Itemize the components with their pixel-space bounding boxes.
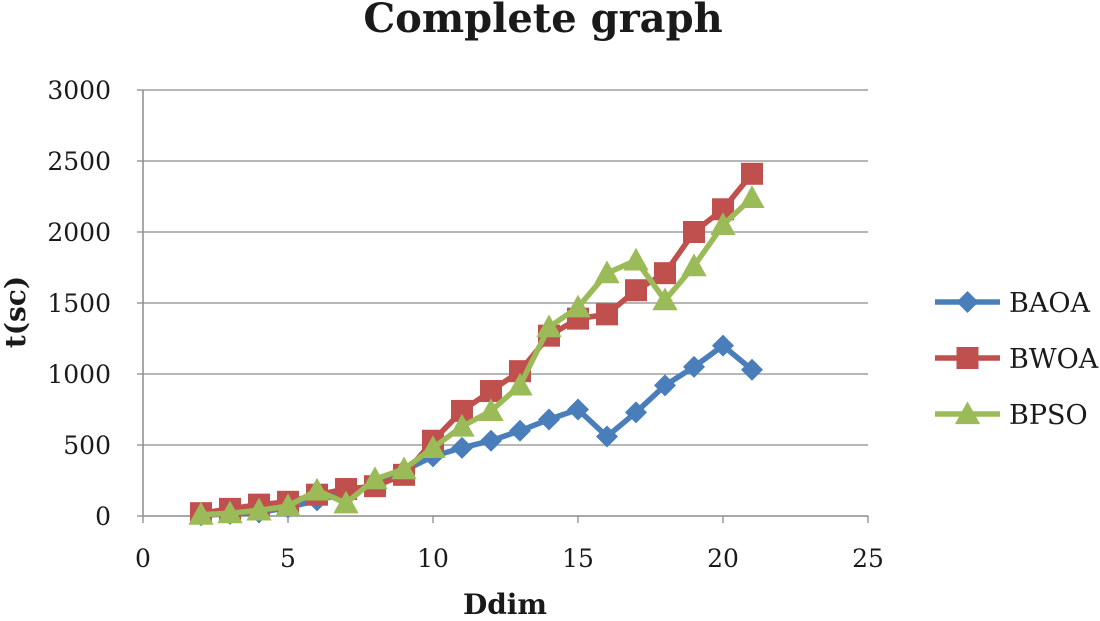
data-point-bpso bbox=[594, 260, 620, 284]
legend: BAOA BWOA BPSO bbox=[935, 288, 1099, 431]
data-point-baoa bbox=[596, 425, 618, 448]
data-point-bwoa bbox=[480, 380, 502, 403]
data-point-bpso bbox=[652, 287, 678, 311]
legend-marker-bpso bbox=[954, 401, 981, 425]
data-point-bpso bbox=[275, 493, 301, 517]
data-point-bwoa bbox=[683, 221, 705, 243]
data-point-bpso bbox=[391, 456, 417, 480]
data-point-bpso bbox=[565, 294, 591, 318]
series-line-bpso bbox=[200, 195, 754, 518]
x-tick-label: 10 bbox=[417, 544, 449, 573]
data-point-baoa bbox=[567, 398, 589, 421]
data-point-baoa bbox=[654, 374, 676, 397]
series-baoa bbox=[190, 334, 763, 527]
y-tick-label: 500 bbox=[63, 431, 111, 460]
legend-item-bwoa: BWOA bbox=[935, 344, 1099, 375]
x-axis-title: Ddim bbox=[463, 588, 547, 616]
data-point-bpso bbox=[449, 413, 475, 437]
data-point-bpso bbox=[681, 253, 707, 277]
data-point-bpso bbox=[362, 466, 388, 490]
data-point-bpso bbox=[623, 247, 649, 271]
y-tick-label: 1500 bbox=[47, 289, 111, 318]
data-point-bpso bbox=[739, 185, 765, 209]
data-point-baoa bbox=[538, 408, 560, 431]
data-point-bpso bbox=[420, 435, 446, 458]
data-point-baoa bbox=[712, 334, 734, 357]
x-tick-label: 15 bbox=[562, 544, 594, 573]
x-tick-label: 20 bbox=[707, 544, 739, 573]
data-point-bwoa bbox=[625, 279, 647, 302]
data-point-bpso bbox=[217, 500, 243, 524]
series-group bbox=[188, 162, 765, 527]
data-point-bwoa bbox=[451, 399, 473, 422]
data-point-bwoa bbox=[741, 162, 763, 185]
legend-marker-bwoa bbox=[956, 347, 979, 369]
data-point-bpso bbox=[188, 501, 214, 525]
chart-title: Complete graph bbox=[363, 0, 722, 42]
data-point-bpso bbox=[478, 398, 504, 422]
legend-label-baoa: BAOA bbox=[1009, 288, 1090, 319]
data-point-bpso bbox=[333, 490, 359, 514]
data-point-bwoa bbox=[712, 198, 734, 221]
legend-item-bpso: BPSO bbox=[935, 400, 1088, 431]
data-point-bpso bbox=[710, 212, 736, 236]
y-axis-title: t(sc) bbox=[0, 276, 32, 348]
data-point-baoa bbox=[451, 436, 473, 459]
y-tick-label: 2000 bbox=[47, 218, 111, 247]
data-point-bpso bbox=[507, 372, 533, 396]
legend-label-bpso: BPSO bbox=[1009, 400, 1088, 431]
axes: 0 500 1000 1500 2000 2500 3000 0 5 10 15 20 25 bbox=[47, 76, 884, 573]
data-point-baoa bbox=[683, 355, 705, 378]
gridlines bbox=[143, 89, 868, 446]
data-point-bpso bbox=[246, 497, 272, 521]
x-tick-label: 0 bbox=[135, 544, 151, 573]
legend-label-bwoa: BWOA bbox=[1009, 344, 1099, 375]
data-point-baoa bbox=[480, 429, 502, 452]
series-bwoa bbox=[190, 162, 763, 525]
x-tick-label: 5 bbox=[280, 544, 296, 573]
data-point-baoa bbox=[741, 358, 763, 381]
data-point-bwoa bbox=[335, 478, 357, 501]
y-tick-label: 3000 bbox=[47, 76, 111, 105]
series-line-baoa bbox=[200, 342, 754, 519]
y-tick-label: 1000 bbox=[47, 360, 111, 389]
data-point-bpso bbox=[536, 314, 562, 338]
legend-marker-baoa bbox=[956, 291, 979, 313]
y-tick-label: 2500 bbox=[47, 147, 111, 176]
x-tick-label: 25 bbox=[852, 544, 884, 573]
data-point-bwoa bbox=[596, 303, 618, 326]
data-point-baoa bbox=[509, 419, 531, 442]
series-bpso bbox=[188, 185, 765, 525]
data-point-bpso bbox=[304, 477, 330, 501]
data-point-bwoa bbox=[654, 262, 676, 285]
legend-item-baoa: BAOA bbox=[935, 288, 1090, 319]
y-tick-label: 0 bbox=[95, 502, 111, 531]
data-point-baoa bbox=[625, 401, 647, 424]
series-line-bwoa bbox=[200, 172, 755, 516]
